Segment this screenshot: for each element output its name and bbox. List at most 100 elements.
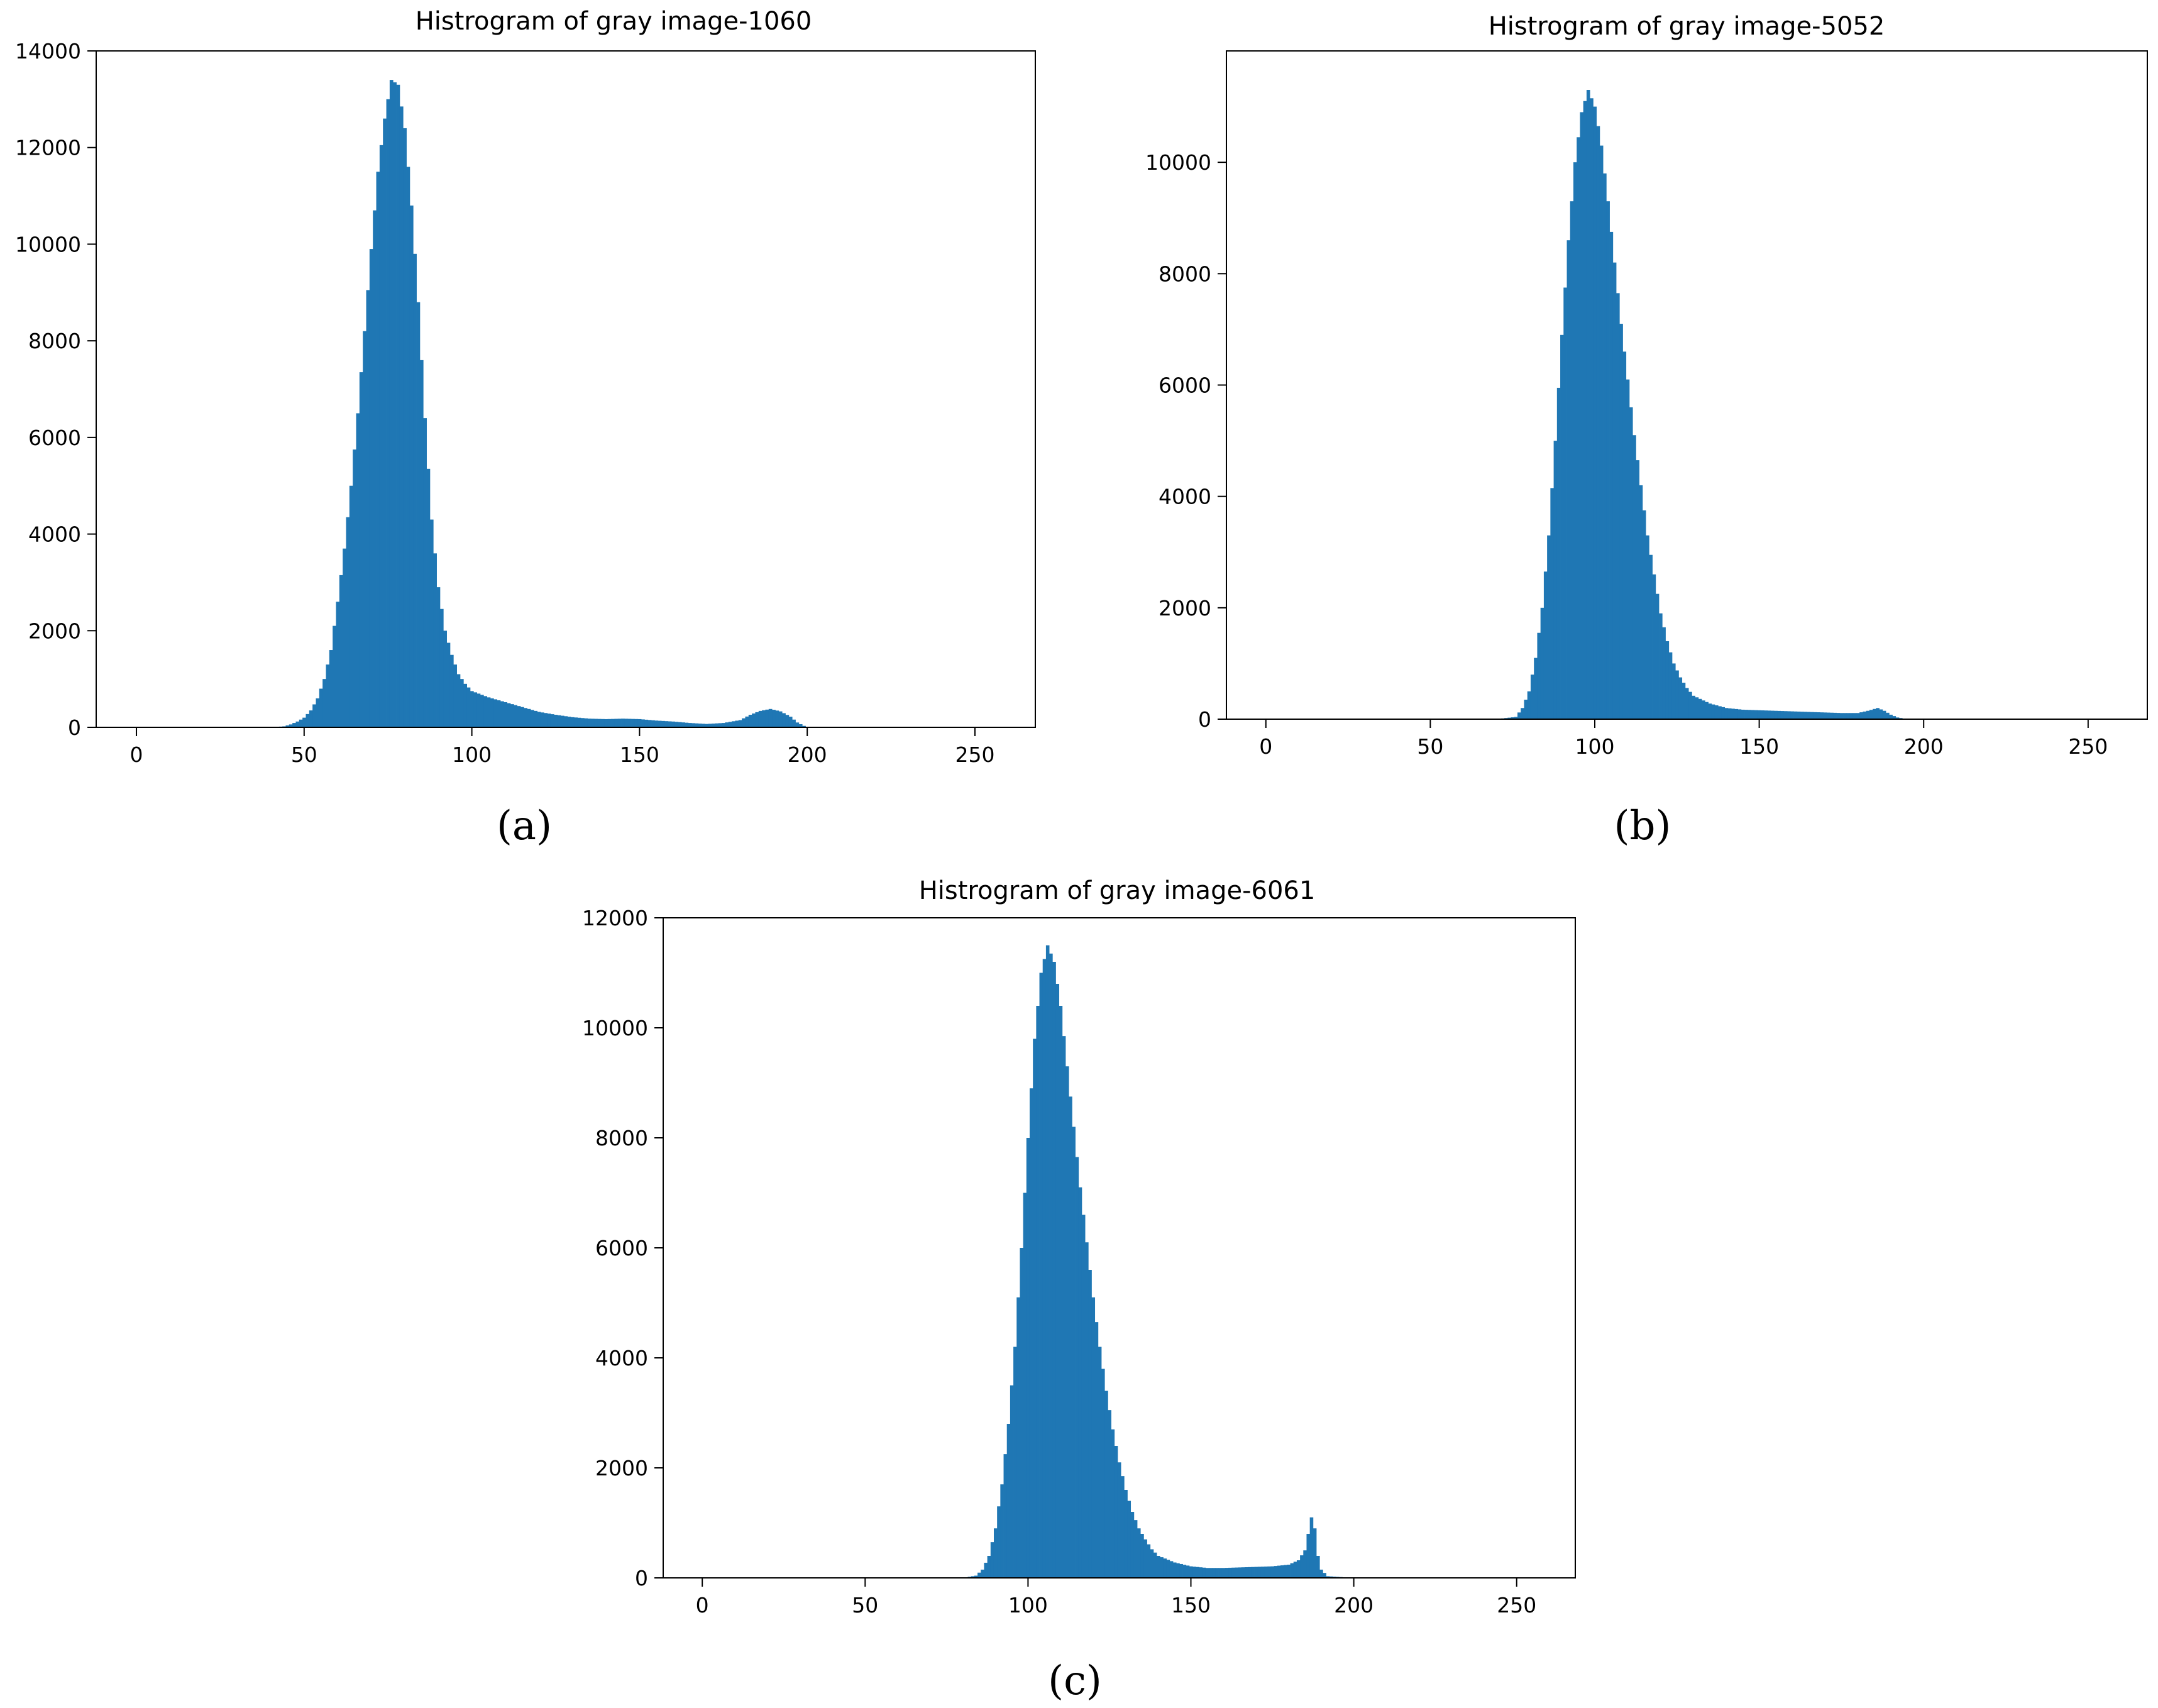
histogram-bar [1606,201,1610,719]
histogram-bar [399,106,404,727]
histogram-bar [312,704,316,727]
y-tick-label: 0 [1198,707,1211,732]
histogram-bar [1609,231,1614,719]
plot-frame [663,917,1576,1579]
histogram-bar [554,715,558,727]
histogram-bar [1836,713,1841,719]
histogram-bar [557,715,561,727]
histogram-bar [1702,700,1705,719]
histogram-bar [1783,711,1788,719]
histogram-bar [1879,709,1883,719]
histogram-bar [436,587,441,727]
histogram-bar [587,719,592,727]
histogram-bar [644,719,649,727]
histogram-bar [1238,1567,1242,1579]
histogram-bar [524,708,528,727]
histogram-bar [1133,1520,1138,1579]
x-tick-label: 250 [1497,1593,1536,1617]
histogram-bar [1309,1517,1314,1578]
histogram-bar [1599,145,1604,720]
histogram-bar [1566,240,1571,719]
histogram-bar [1078,1187,1082,1578]
histogram-bar [1313,1528,1317,1578]
histogram-bar [1182,1565,1187,1578]
histogram-bar [534,710,538,727]
histogram-bar [1639,485,1643,719]
histogram-bar [1856,713,1860,719]
histogram-bar [981,1569,984,1579]
histogram-bar [641,719,645,727]
histogram-bar [504,702,508,727]
histogram-bar [651,720,655,727]
y-tick-label: 0 [68,715,81,740]
histogram-bar [346,517,350,727]
histogram-bar [732,721,735,727]
histogram-bar [373,210,377,727]
histogram-bar [480,695,484,727]
histogram-bar [993,1528,998,1578]
histogram-bar [1652,574,1656,719]
histogram-bar [1580,112,1584,719]
histogram-bar [647,720,652,727]
histogram-bar [1655,593,1660,719]
histogram-bars [964,945,1353,1579]
histogram-bar [1153,1552,1157,1578]
histogram-bar [1020,1248,1024,1578]
histogram-bar [1117,1462,1121,1578]
histogram-bar [1254,1567,1258,1578]
x-tick-label: 250 [2068,734,2108,759]
x-axis-ticks: 0 50 100 150 200 250 [1259,719,2108,759]
histogram-bar [1892,716,1897,719]
histogram-bar [752,713,756,727]
histogram-bar [329,650,333,727]
histogram-bar [1869,710,1873,719]
histogram-bar [755,712,759,727]
histogram-bar [708,724,712,727]
histogram-bar [1711,704,1715,719]
plot-frame [1226,50,2148,720]
y-tick-label: 2000 [595,1456,648,1480]
histogram-bar [1833,712,1837,719]
histogram-bar [611,719,615,727]
histogram-bar [702,724,705,727]
histogram-bar [577,717,581,727]
histogram-bars [272,80,806,728]
histogram-bar [1754,710,1758,719]
histogram-bar [527,708,531,727]
histogram-bar [1173,1562,1177,1578]
histogram-bar [1813,712,1817,719]
x-tick-label: 200 [1334,1593,1374,1617]
y-tick-label: 10000 [15,232,81,256]
histogram-bar [1563,287,1567,720]
histogram-bar [1199,1567,1203,1578]
histogram-bar [758,710,762,727]
histogram-bar [1006,1424,1011,1578]
histogram-bar [456,674,461,727]
histogram-bar [1770,710,1775,719]
histogram-bar [547,714,551,727]
histogram-bar [581,718,585,727]
chart-title: Histrogram of gray image-5052 [1489,12,1885,41]
histogram-bar [359,372,363,727]
histogram-bar [725,722,729,727]
y-tick-label: 2000 [28,619,81,643]
histogram-bar [1264,1566,1268,1578]
histogram-bar [500,701,504,727]
histogram-bar [1774,710,1778,719]
histogram-bar [490,698,494,727]
histogram-bar [1235,1567,1239,1578]
histogram-bar [1150,1549,1154,1578]
histogram-bar [977,1572,981,1578]
histogram-bar [466,687,471,727]
histogram-bar [1629,407,1633,719]
histogram-bar [443,631,447,727]
y-tick-label: 12000 [15,136,81,160]
histogram-bar [1882,710,1886,719]
histogram-bar [1260,1567,1265,1578]
histogram-bar [597,719,602,727]
histogram-bar [356,413,360,727]
histogram-bar [698,724,702,727]
histogram-bar [1603,173,1607,719]
histogram-bar [1290,1563,1294,1578]
histogram-bar [1300,1555,1304,1579]
